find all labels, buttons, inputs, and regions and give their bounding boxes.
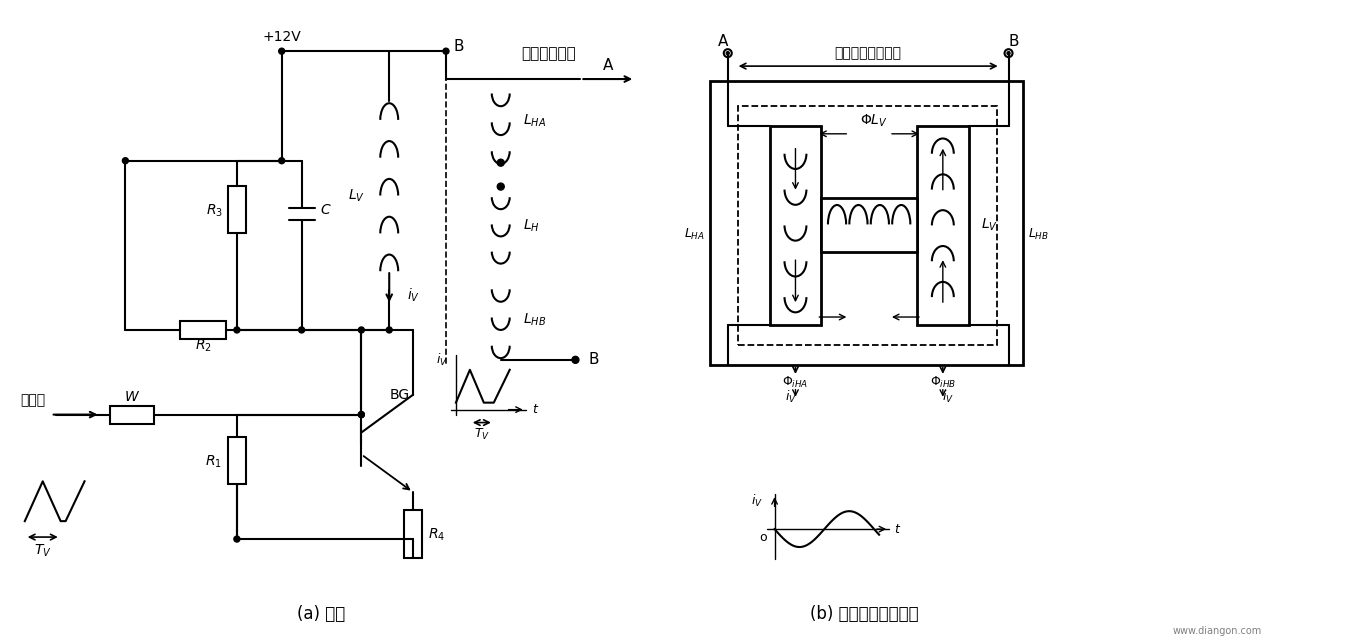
Bar (917, 126, 969, 325)
Bar (110, 406, 155, 424)
Text: o: o (759, 531, 767, 544)
Text: $\Phi_{iHA}$: $\Phi_{iHA}$ (782, 375, 809, 390)
Text: $L_H$: $L_H$ (522, 217, 540, 234)
Text: $C$: $C$ (319, 204, 331, 218)
Text: $\Phi_{iHB}$: $\Phi_{iHB}$ (930, 375, 956, 390)
Text: BG: BG (389, 388, 409, 402)
Text: $\Phi L_V$: $\Phi L_V$ (860, 113, 888, 129)
Text: $T_V$: $T_V$ (34, 543, 51, 559)
Text: $i_V$: $i_V$ (436, 352, 448, 368)
Text: www.diangon.com: www.diangon.com (1172, 626, 1263, 636)
Text: $t$: $t$ (894, 522, 902, 536)
Circle shape (386, 327, 392, 333)
Circle shape (358, 412, 365, 417)
Text: $L_{HB}$: $L_{HB}$ (1028, 227, 1050, 242)
Bar (738, 106, 996, 345)
Circle shape (279, 158, 285, 164)
Text: B: B (1008, 33, 1019, 49)
Bar (227, 437, 246, 484)
Text: $L_{HA}$: $L_{HA}$ (684, 227, 705, 242)
Text: $L_V$: $L_V$ (981, 216, 997, 232)
Circle shape (497, 159, 505, 166)
Circle shape (234, 327, 240, 333)
Text: B: B (588, 352, 599, 367)
Bar (770, 126, 821, 325)
Text: $L_V$: $L_V$ (349, 187, 365, 204)
Bar (709, 81, 1023, 365)
Text: 场输出: 场输出 (20, 393, 46, 408)
Text: $R_4$: $R_4$ (428, 527, 446, 544)
Text: $L_{HB}$: $L_{HB}$ (522, 312, 545, 328)
Text: +12V: +12V (262, 30, 302, 44)
Text: 与行偏转线圈串联: 与行偏转线圈串联 (835, 46, 902, 60)
Text: $i_V$: $i_V$ (751, 493, 763, 509)
Text: $i_V$: $i_V$ (942, 388, 954, 404)
Bar (227, 185, 246, 233)
Circle shape (122, 158, 128, 164)
Circle shape (234, 536, 240, 542)
Circle shape (572, 356, 579, 363)
Circle shape (1007, 52, 1010, 55)
Text: $R_2$: $R_2$ (195, 337, 211, 354)
Circle shape (279, 48, 285, 54)
Text: B: B (454, 39, 464, 53)
Circle shape (299, 327, 304, 333)
Bar (180, 321, 226, 339)
Text: 接行偏转线圈: 接行偏转线圈 (521, 46, 576, 61)
Circle shape (358, 327, 365, 333)
Bar (404, 510, 423, 558)
Circle shape (443, 48, 450, 54)
Text: $R_3$: $R_3$ (206, 202, 223, 219)
Text: A: A (603, 57, 614, 73)
Text: $i_V$: $i_V$ (785, 388, 797, 404)
Text: $R_1$: $R_1$ (205, 453, 222, 469)
Circle shape (358, 412, 365, 417)
Circle shape (497, 183, 505, 190)
Text: (a) 电路: (a) 电路 (297, 605, 346, 623)
Text: $i_V$: $i_V$ (406, 287, 420, 304)
Circle shape (727, 52, 730, 55)
Text: (b) 磁饱和变压器特点: (b) 磁饱和变压器特点 (810, 605, 918, 623)
Bar (821, 198, 917, 252)
Text: $T_V$: $T_V$ (474, 427, 490, 442)
Text: $W$: $W$ (124, 390, 140, 404)
Text: $t$: $t$ (532, 403, 538, 416)
Text: $L_{HA}$: $L_{HA}$ (522, 113, 545, 129)
Text: A: A (717, 33, 728, 49)
